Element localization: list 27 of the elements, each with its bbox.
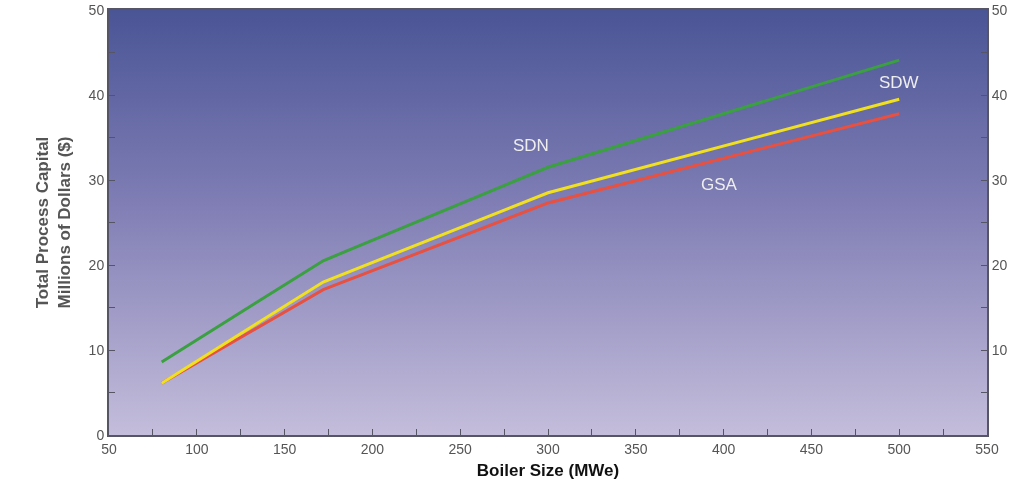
y-tick-label: 20 bbox=[88, 256, 105, 273]
x-tick-label: 100 bbox=[185, 440, 209, 457]
series-label: SDW bbox=[879, 73, 919, 92]
x-tick-label: 350 bbox=[624, 440, 648, 457]
x-tick-label: 300 bbox=[536, 440, 560, 457]
y2-tick-label: 50 bbox=[991, 1, 1008, 18]
x-axis-title: Boiler Size (MWe) bbox=[476, 460, 620, 480]
y2-tick-label: 10 bbox=[991, 341, 1008, 358]
y-tick-label: 0 bbox=[96, 426, 105, 443]
y-tick-label: 40 bbox=[88, 86, 105, 103]
x-tick-label: 450 bbox=[799, 440, 824, 457]
x-tick-label: 150 bbox=[272, 440, 297, 457]
series-label: SDN bbox=[513, 136, 549, 155]
x-tick-label: 200 bbox=[360, 440, 385, 457]
series-label: GSA bbox=[701, 175, 738, 194]
x-tick-label: 550 bbox=[975, 440, 999, 457]
y-tick-label: 30 bbox=[88, 171, 105, 188]
x-tick-label: 500 bbox=[887, 440, 912, 457]
x-tick-label: 250 bbox=[448, 440, 473, 457]
y2-tick-label: 20 bbox=[991, 256, 1008, 273]
y-tick-label: 50 bbox=[88, 1, 105, 18]
y2-tick-label: 30 bbox=[991, 171, 1008, 188]
x-tick-label: 400 bbox=[711, 440, 736, 457]
x-tick-label: 50 bbox=[101, 440, 117, 457]
y2-tick-label: 40 bbox=[991, 86, 1008, 103]
y-axis-title: Total Process Capital Millions of Dollars ($) bbox=[32, 136, 74, 309]
y-tick-label: 10 bbox=[88, 341, 105, 358]
